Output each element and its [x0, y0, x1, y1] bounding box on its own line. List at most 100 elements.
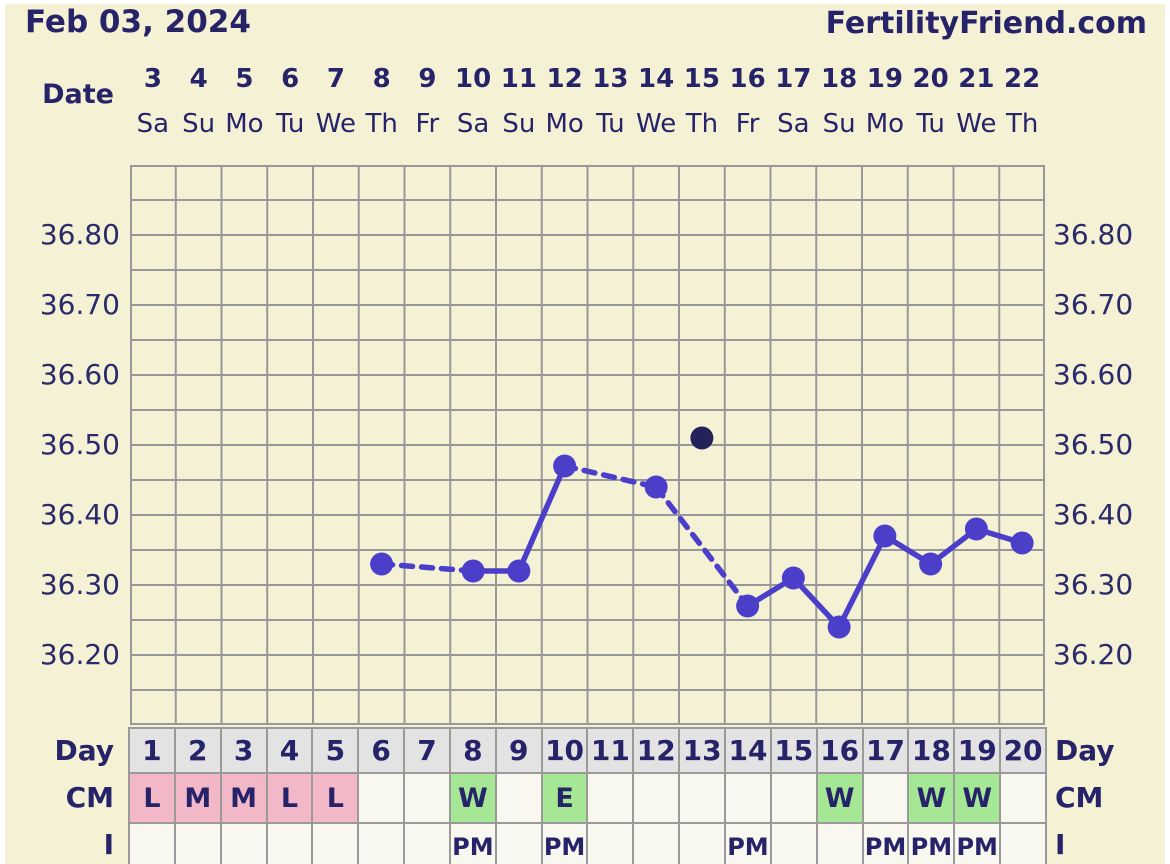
temp-point-day-20[interactable] [1010, 531, 1034, 555]
weekday: We [636, 109, 677, 139]
temp-line-segment [378, 561, 476, 574]
y-tick-right: 36.20 [1053, 638, 1134, 671]
date-number: 4 [189, 64, 208, 94]
day-cell-18[interactable]: 18 [909, 729, 954, 772]
weekday: Fr [415, 109, 440, 139]
temp-point-day-9[interactable] [507, 559, 531, 583]
day-cell-12[interactable]: 12 [634, 729, 679, 772]
temp-line-segment [561, 463, 659, 490]
day-cell-6[interactable]: 6 [359, 729, 404, 772]
day-row-label-left: Day [54, 734, 114, 767]
temp-point-day-19[interactable] [964, 517, 988, 541]
date-number: 11 [500, 64, 537, 94]
cm-cell-day-3: M [221, 774, 266, 822]
date-number: 9 [418, 64, 437, 94]
day-cell-17[interactable]: 17 [863, 729, 908, 772]
intercourse-cell-day-7 [405, 824, 449, 864]
temp-point-day-16[interactable] [827, 615, 851, 639]
temp-point-day-17[interactable] [873, 524, 897, 548]
discarded-temp-point-day-13[interactable] [690, 426, 714, 450]
y-tick-right: 36.80 [1053, 218, 1134, 251]
weekday: Tu [596, 109, 625, 139]
date-number: 22 [1004, 64, 1041, 94]
y-tick-left: 36.80 [39, 218, 120, 251]
date-number: 7 [326, 64, 345, 94]
day-cell-8[interactable]: 8 [450, 729, 495, 772]
day-cell-3[interactable]: 3 [221, 729, 266, 772]
day-cell-2[interactable]: 2 [175, 729, 220, 772]
day-row-label-right: Day [1055, 734, 1115, 767]
cm-cell-day-16: W [817, 774, 862, 822]
cm-cell-day-8: W [450, 774, 495, 822]
frame-border-top [0, 0, 1170, 4]
temp-point-day-18[interactable] [919, 552, 943, 576]
day-cell-13[interactable]: 13 [680, 729, 725, 772]
day-cell-20[interactable]: 20 [1001, 729, 1045, 772]
day-cell-19[interactable]: 19 [955, 729, 1000, 772]
intercourse-cell-day-6 [359, 824, 404, 864]
day-data-table: 1 2 3 4 5 6 7 8 9 10 11 12 13 14 15 16 17 18 19 20 L M M L L W E W W… [128, 727, 1047, 864]
cm-cell-day-18: W [909, 774, 954, 822]
cm-cell-day-6 [359, 774, 404, 822]
intercourse-cell-day-20 [1001, 824, 1045, 864]
day-cell-5[interactable]: 5 [313, 729, 358, 772]
intercourse-cell-day-11 [588, 824, 633, 864]
intercourse-cell-day-17: PM [863, 824, 908, 864]
day-cell-11[interactable]: 11 [588, 729, 633, 772]
date-number: 12 [546, 64, 583, 94]
i-row-label-right: I [1055, 828, 1066, 861]
bbt-temperature-chart[interactable] [130, 165, 1045, 725]
temp-point-day-15[interactable] [781, 566, 805, 590]
day-cell-14[interactable]: 14 [726, 729, 770, 772]
temp-point-day-6[interactable] [370, 552, 394, 576]
cm-row-label-left: CM [65, 781, 114, 814]
temp-point-day-8[interactable] [461, 559, 485, 583]
temp-point-day-12[interactable] [644, 475, 668, 499]
y-tick-left: 36.70 [39, 288, 120, 321]
weekday: Sa [777, 109, 810, 139]
cm-cell-day-14 [726, 774, 770, 822]
day-cell-7[interactable]: 7 [405, 729, 449, 772]
y-tick-left: 36.40 [39, 498, 120, 531]
day-cell-10[interactable]: 10 [542, 729, 587, 772]
intercourse-cell-day-12 [634, 824, 679, 864]
y-tick-right: 36.30 [1053, 568, 1134, 601]
weekday: Sa [456, 109, 490, 139]
fertilityfriend-brand-link[interactable]: FertilityFriend.com [825, 6, 1147, 41]
y-tick-left: 36.30 [39, 568, 120, 601]
cm-cell-day-15 [771, 774, 816, 822]
chart-date-title: Feb 03, 2024 [25, 4, 251, 40]
day-cell-15[interactable]: 15 [771, 729, 816, 772]
date-number: 5 [235, 64, 254, 94]
temp-line-segment [516, 463, 568, 574]
day-cell-16[interactable]: 16 [817, 729, 862, 772]
cm-row-label-right: CM [1055, 781, 1104, 814]
intercourse-cell-day-3 [221, 824, 266, 864]
weekday: Sa [136, 109, 170, 139]
temp-point-day-14[interactable] [736, 594, 760, 618]
temp-point-day-10[interactable] [553, 454, 577, 478]
intercourse-cell-day-13 [680, 824, 725, 864]
date-number: 21 [958, 64, 995, 94]
weekday: Su [182, 109, 216, 139]
weekday: Su [502, 109, 536, 139]
y-tick-left: 36.60 [39, 358, 120, 391]
day-cell-1[interactable]: 1 [130, 729, 174, 772]
day-cell-4[interactable]: 4 [267, 729, 312, 772]
intercourse-cell-day-8: PM [450, 824, 495, 864]
weekday: Tu [916, 109, 945, 139]
temp-line-segment [653, 484, 751, 609]
weekday: Fr [735, 109, 760, 139]
y-tick-right: 36.50 [1053, 428, 1134, 461]
weekday: Mo [225, 109, 264, 139]
cm-cell-day-20 [1001, 774, 1045, 822]
intercourse-cell-day-5 [313, 824, 358, 864]
cm-cell-day-7 [405, 774, 449, 822]
date-number: 6 [281, 64, 300, 94]
date-axis-label: Date [42, 79, 114, 110]
day-cell-9[interactable]: 9 [496, 729, 541, 772]
intercourse-cell-day-1 [130, 824, 174, 864]
date-number: 16 [729, 64, 766, 94]
cm-cell-day-9 [496, 774, 541, 822]
